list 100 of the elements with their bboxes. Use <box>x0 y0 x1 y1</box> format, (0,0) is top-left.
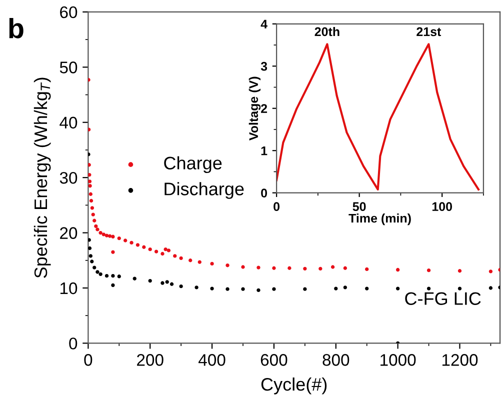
point <box>88 238 91 242</box>
x-tick-label: 800 <box>322 354 350 366</box>
point <box>123 238 128 242</box>
point <box>160 252 164 256</box>
point <box>142 245 146 249</box>
point <box>365 267 369 272</box>
point <box>241 265 245 269</box>
point <box>136 243 140 247</box>
point <box>88 184 92 188</box>
y-tick-label: 30 <box>60 172 78 184</box>
point <box>130 240 134 245</box>
point <box>226 264 230 268</box>
point <box>88 163 91 167</box>
point <box>303 266 307 271</box>
point <box>88 180 92 184</box>
point <box>88 246 92 250</box>
point <box>458 286 462 290</box>
y-tick-label: 20 <box>60 227 78 239</box>
point <box>91 212 95 216</box>
point <box>96 228 100 232</box>
point <box>170 282 174 286</box>
point <box>173 254 177 258</box>
point <box>164 248 168 252</box>
y-tick-label: 0 <box>261 188 268 198</box>
y-tick-label: 40 <box>60 116 78 129</box>
line-series <box>276 43 480 190</box>
legend-label: Discharge <box>164 182 244 199</box>
point <box>488 286 493 290</box>
point <box>88 192 92 196</box>
y-tick-label: 0 <box>69 338 78 350</box>
point <box>132 276 136 280</box>
point <box>210 262 214 266</box>
point <box>117 274 121 278</box>
point <box>94 224 98 228</box>
point <box>396 268 400 272</box>
x-tick-label: 100 <box>432 202 452 212</box>
y-tick-label: 10 <box>60 282 78 294</box>
x-tick-label: 0 <box>84 354 92 366</box>
point <box>188 258 192 262</box>
point <box>90 260 94 264</box>
point <box>166 248 171 252</box>
annotation: 21st <box>416 27 442 36</box>
point <box>458 269 462 273</box>
y-tick-label: 1 <box>261 146 268 156</box>
point <box>226 287 230 291</box>
point <box>111 250 115 254</box>
point <box>111 283 115 288</box>
point <box>98 272 102 276</box>
point <box>330 265 335 269</box>
point <box>256 266 260 270</box>
point <box>111 234 115 238</box>
point <box>179 284 183 288</box>
x-tick-label: 600 <box>260 354 288 366</box>
point <box>108 234 112 238</box>
point <box>104 274 109 278</box>
x-tick-label: 1200 <box>442 354 478 366</box>
point <box>334 286 338 290</box>
x-tick-label: 400 <box>198 354 226 366</box>
point <box>92 218 96 222</box>
point <box>111 274 115 278</box>
y-tick-label: 60 <box>60 6 78 18</box>
point <box>426 268 431 272</box>
point <box>90 206 94 210</box>
point <box>343 266 348 270</box>
point <box>154 250 158 254</box>
point <box>396 286 400 290</box>
point <box>365 286 369 290</box>
point <box>96 270 100 274</box>
point <box>272 287 276 291</box>
point <box>92 266 96 270</box>
point <box>165 280 169 284</box>
point <box>426 286 431 290</box>
point <box>88 254 92 258</box>
y-tick-label: 2 <box>261 104 268 113</box>
point <box>148 278 152 283</box>
point <box>104 234 109 238</box>
point <box>117 236 121 240</box>
y-axis-title: Voltage (V) <box>248 76 261 140</box>
x-tick-label: 1000 <box>380 354 416 366</box>
point <box>98 230 102 235</box>
x-tick-label: 50 <box>352 202 366 212</box>
point <box>256 288 260 292</box>
point <box>198 260 202 264</box>
y-tick-label: 3 <box>260 62 268 71</box>
x-axis-title: Cycle(#) <box>261 377 327 394</box>
text: b <box>9 18 24 38</box>
y-tick-label: 50 <box>60 62 78 74</box>
point <box>89 198 94 203</box>
x-axis-title: Time (min) <box>348 213 411 226</box>
point <box>88 172 92 177</box>
point <box>288 266 292 270</box>
point <box>148 248 152 252</box>
point <box>343 286 348 290</box>
point <box>210 286 214 290</box>
point <box>160 281 164 285</box>
annotation: C-FG LIC <box>405 292 481 305</box>
x-tick-label: 200 <box>137 354 164 366</box>
point <box>179 256 183 260</box>
legend-label: Charge <box>164 156 222 174</box>
point <box>303 287 307 291</box>
